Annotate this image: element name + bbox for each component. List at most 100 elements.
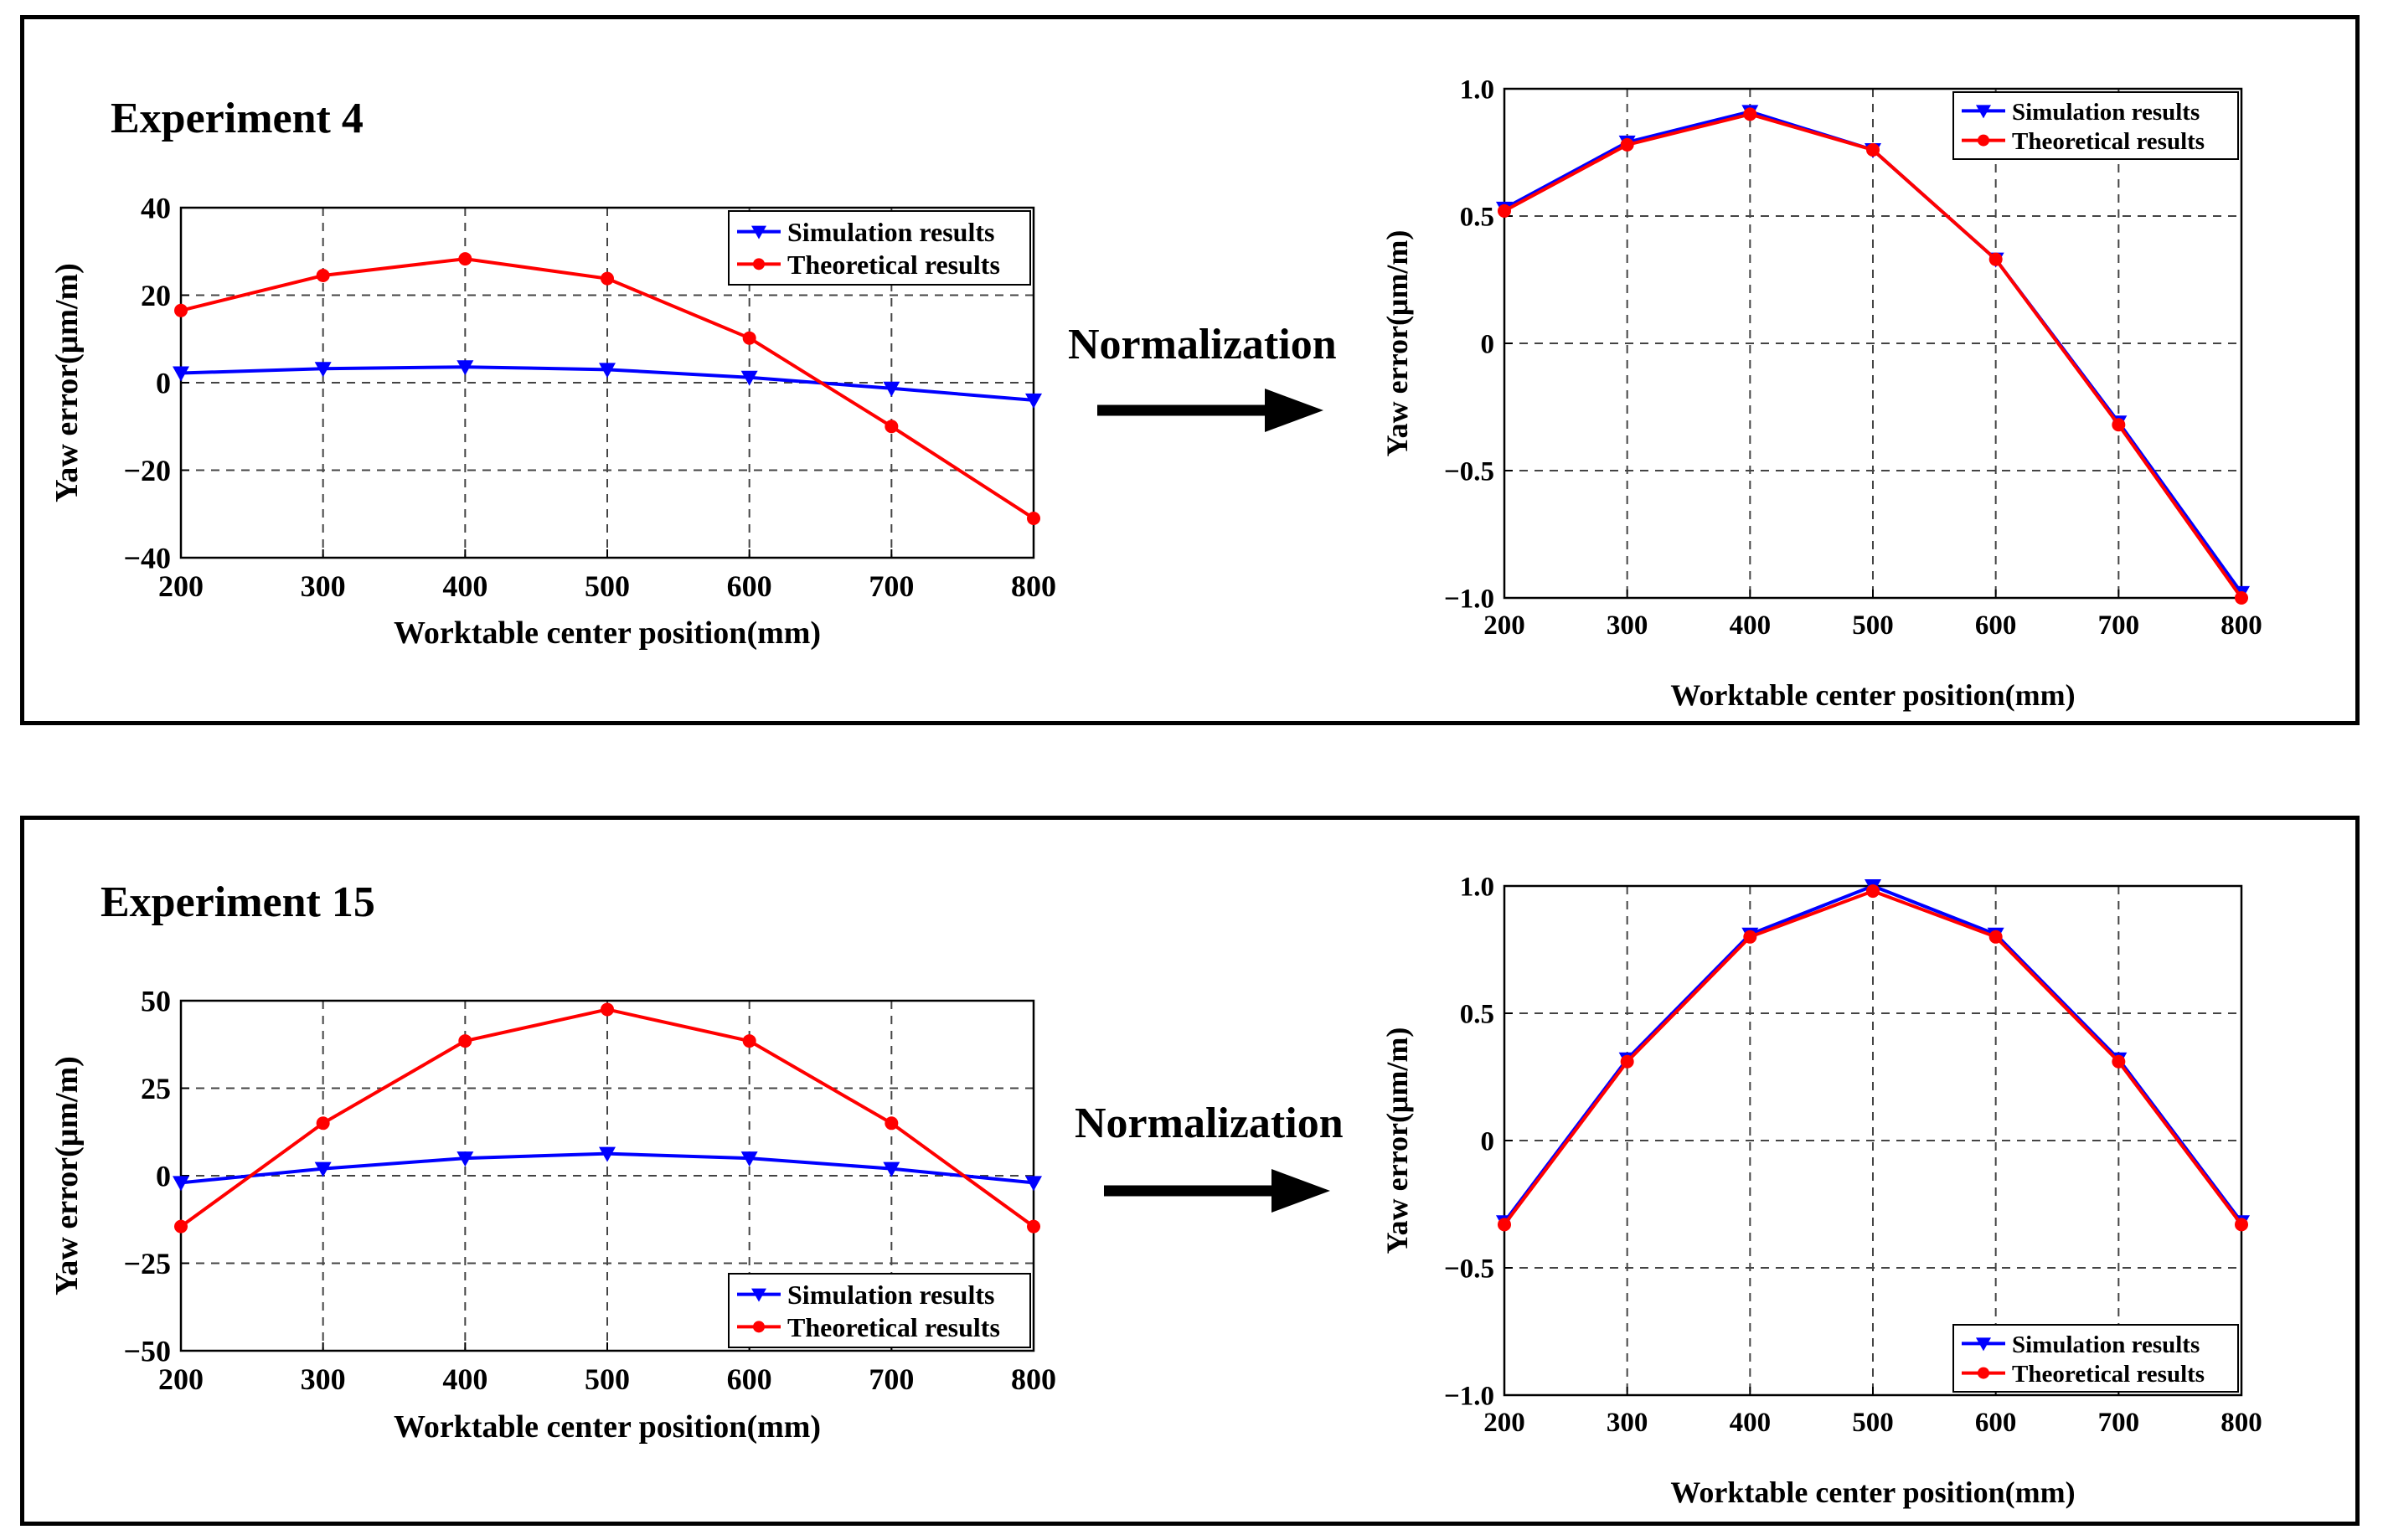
y-tick-label: −0.5 (1444, 1254, 1494, 1285)
y-tick-label: 0 (1481, 330, 1495, 360)
data-point-simulation (883, 381, 900, 397)
y-tick-label: 0 (156, 1160, 171, 1193)
normalization-arrow-1-icon (1097, 389, 1323, 432)
experiment-15-title: Experiment 15 (101, 878, 375, 926)
legend-marker-triangle-icon (1976, 105, 1991, 119)
data-point-simulation (314, 1161, 332, 1177)
legend-box (728, 210, 1031, 286)
data-point-theoretical (1743, 107, 1757, 121)
data-point-simulation (740, 370, 758, 386)
data-point-theoretical (1866, 884, 1880, 899)
x-tick-label: 600 (1975, 1408, 2017, 1438)
x-tick-label: 800 (1011, 569, 1056, 603)
chart-exp15-raw: 200 300 400 500 600 700 800 −50 −25 0 25 50 Worktabl… (49, 985, 1056, 1445)
x-tick-label: 600 (1975, 610, 2017, 641)
data-point-theoretical (885, 1116, 899, 1131)
y-tick-label: −1.0 (1444, 585, 1494, 615)
data-point-theoretical (1027, 1219, 1040, 1234)
chart-exp4-norm: 200 300 400 500 600 700 800 −1.0 −0.5 0 0.5 1.0 Work… (1380, 75, 2262, 712)
y-tick-label: 1.0 (1460, 75, 1494, 106)
x-tick-label: 200 (158, 569, 204, 603)
data-point-theoretical (316, 268, 330, 282)
data-point-theoretical (174, 303, 188, 317)
y-tick-label: −0.5 (1444, 457, 1494, 487)
data-point-theoretical (1620, 137, 1634, 152)
legend-marker-circle-icon (1978, 1367, 1989, 1379)
x-axis-label: Worktable center position(mm) (1670, 678, 2075, 712)
chart-exp15-norm: 200 300 400 500 600 700 800 −1.0 −0.5 0 0.5 1.0 Work… (1380, 873, 2262, 1509)
legend-label: Simulation results (787, 217, 994, 247)
x-tick-label: 200 (1483, 610, 1525, 641)
data-point-theoretical (1027, 511, 1040, 525)
normalization-label-2: Normalization (1075, 1100, 1344, 1147)
x-tick-label: 700 (2098, 610, 2140, 641)
data-point-simulation (456, 360, 474, 376)
data-point-theoretical (1498, 203, 1511, 218)
data-point-theoretical (1988, 252, 2003, 266)
legend-marker-circle-icon (753, 258, 765, 270)
data-point-simulation (740, 1151, 758, 1167)
y-axis-label: Yaw error(μm/m) (49, 1056, 85, 1295)
y-axis-label: Yaw error(μm/m) (1380, 1028, 1414, 1254)
x-tick-label: 400 (1730, 610, 1772, 641)
data-point-theoretical (601, 1002, 614, 1017)
x-axis-label: Worktable center position(mm) (394, 615, 821, 651)
data-point-theoretical (316, 1116, 330, 1131)
y-tick-label: 40 (141, 192, 171, 225)
x-tick-label: 700 (869, 569, 914, 603)
legend-box (728, 1273, 1031, 1348)
x-tick-label: 800 (2221, 1408, 2262, 1438)
legend-label: Theoretical results (2012, 1361, 2205, 1388)
x-tick-label: 600 (727, 569, 772, 603)
y-tick-label: 20 (141, 279, 171, 312)
x-tick-label: 500 (585, 569, 630, 603)
data-point-theoretical (1743, 930, 1757, 944)
x-tick-label: 800 (1011, 1362, 1056, 1396)
data-point-theoretical (458, 1034, 472, 1048)
y-tick-label: 25 (141, 1072, 171, 1105)
data-point-simulation (1025, 1176, 1042, 1192)
experiment-4-title: Experiment 4 (111, 95, 364, 142)
legend-box (1952, 91, 2239, 160)
data-point-simulation (1025, 393, 1042, 409)
x-tick-label: 500 (585, 1362, 630, 1396)
y-tick-label: 0.5 (1460, 1000, 1494, 1030)
data-point-theoretical (2112, 1054, 2126, 1069)
y-tick-label: 1.0 (1460, 873, 1494, 903)
legend-label: Simulation results (787, 1280, 994, 1310)
normalization-arrow-2-icon (1104, 1169, 1330, 1213)
x-tick-label: 500 (1852, 610, 1894, 641)
data-point-theoretical (742, 331, 756, 345)
legend-marker-triangle-icon (1976, 1337, 1991, 1352)
data-point-simulation (314, 362, 332, 378)
legend-label: Simulation results (2012, 1331, 2200, 1358)
data-point-simulation (456, 1151, 474, 1167)
data-point-theoretical (458, 252, 472, 266)
x-tick-label: 700 (869, 1362, 914, 1396)
data-point-theoretical (601, 271, 614, 286)
x-tick-label: 400 (1730, 1408, 1772, 1438)
x-axis-label: Worktable center position(mm) (1670, 1476, 2075, 1509)
x-tick-label: 300 (301, 1362, 346, 1396)
data-point-theoretical (2235, 591, 2248, 605)
x-tick-label: 600 (727, 1362, 772, 1396)
x-tick-label: 400 (442, 1362, 487, 1396)
data-point-theoretical (1498, 1218, 1511, 1232)
legend-box (1952, 1324, 2239, 1393)
data-point-theoretical (742, 1034, 756, 1048)
normalization-label-1: Normalization (1068, 321, 1337, 368)
data-point-simulation (599, 363, 616, 379)
y-axis-label: Yaw error(μm/m) (1380, 230, 1414, 457)
y-axis-label: Yaw error(μm/m) (49, 263, 85, 502)
legend-label: Simulation results (2012, 99, 2200, 126)
x-tick-label: 800 (2221, 610, 2262, 641)
y-tick-label: −20 (123, 454, 171, 487)
data-point-theoretical (2235, 1218, 2248, 1232)
data-point-theoretical (2112, 418, 2126, 432)
legend-label: Theoretical results (787, 1312, 1000, 1342)
x-tick-label: 200 (1483, 1408, 1525, 1438)
